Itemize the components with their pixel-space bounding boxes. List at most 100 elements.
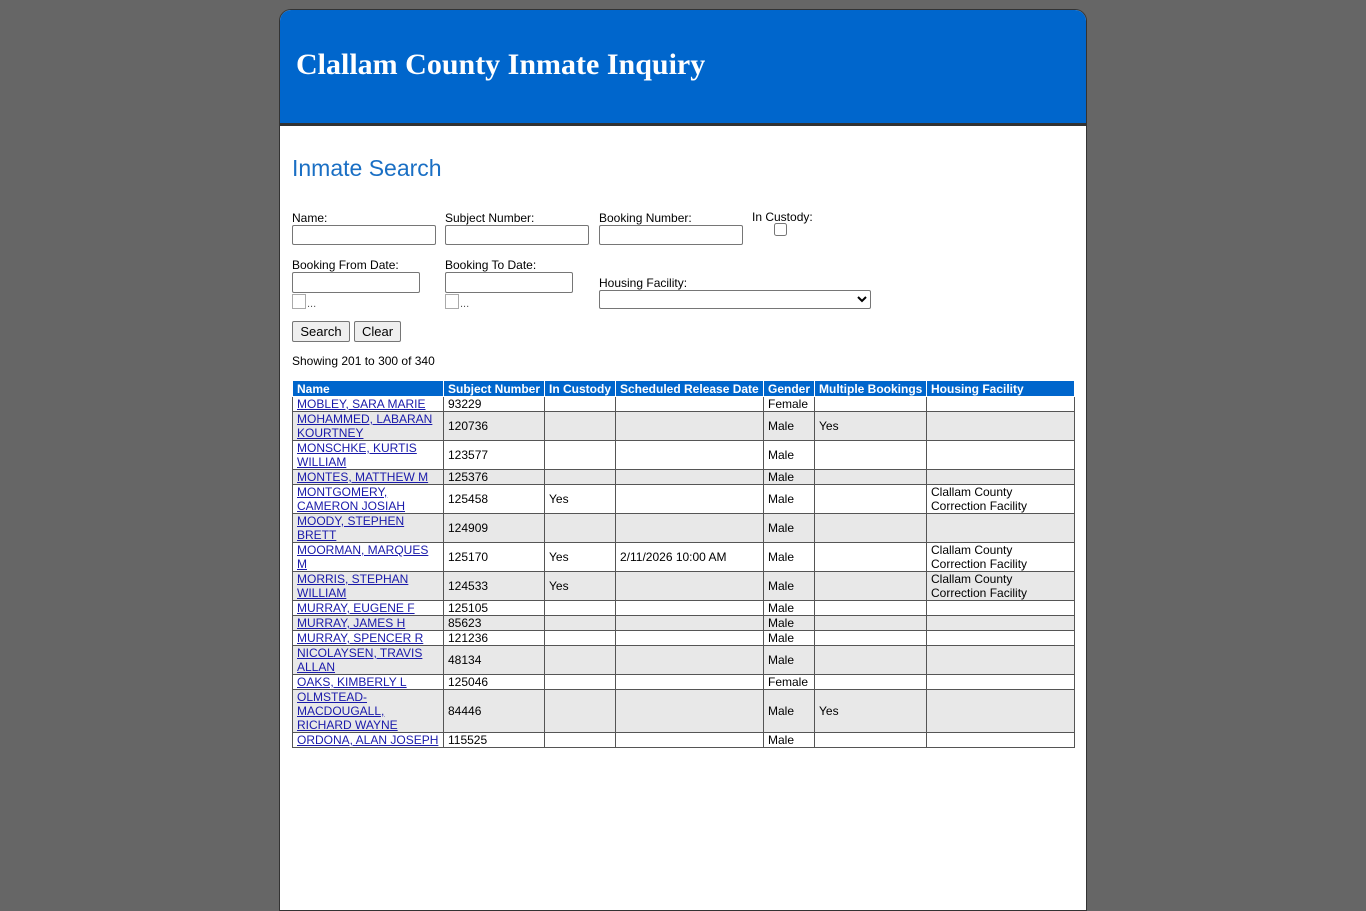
- table-cell: [814, 630, 927, 646]
- table-cell: [814, 396, 927, 412]
- table-cell: [544, 674, 616, 690]
- table-cell: [814, 571, 927, 601]
- table-cell: Yes: [544, 571, 616, 601]
- table-cell: Yes: [814, 411, 927, 441]
- search-heading: Inmate Search: [292, 155, 442, 181]
- label: Housing Facility:: [599, 276, 688, 290]
- table-cell: Male: [763, 630, 815, 646]
- table-cell: Male: [763, 615, 815, 631]
- table-cell: 125046: [443, 674, 545, 690]
- inmate-link[interactable]: MOBLEY, SARA MARIE: [297, 397, 426, 411]
- table-cell: [544, 396, 616, 412]
- table-cell: [926, 732, 1075, 748]
- table-cell: Male: [763, 484, 815, 514]
- table-cell: 123577: [443, 440, 545, 470]
- inmate-link[interactable]: ORDONA, ALAN JOSEPH: [297, 733, 439, 747]
- table-cell: Clallam County Correction Facility: [926, 484, 1075, 514]
- table-cell: [615, 411, 764, 441]
- table-cell: [615, 645, 764, 675]
- table-cell: 2/11/2026 10:00 AM: [615, 542, 764, 572]
- table-cell: [926, 645, 1075, 675]
- body: Clallam County Inmate Inquiry Inmate Sea…: [279, 9, 1087, 911]
- inmate-link[interactable]: MONTES, MATTHEW M: [297, 470, 429, 484]
- table-row: MONTES, MATTHEW M 125376 Male: [292, 469, 1075, 485]
- table-cell: Male: [763, 513, 815, 543]
- table-cell: 125458: [443, 484, 545, 514]
- table-cell: [926, 600, 1075, 616]
- inmate-link[interactable]: MORRIS, STEPHAN WILLIAM: [297, 572, 409, 600]
- table-row: MOHAMMED, LABARAN KOURTNEY 120736 Male Yes: [292, 411, 1075, 441]
- table-cell: Male: [763, 542, 815, 572]
- table-cell: [814, 484, 927, 514]
- table-cell: 85623: [443, 615, 545, 631]
- table-cell: [615, 600, 764, 616]
- table-cell: 121236: [443, 630, 545, 646]
- calendar-icon[interactable]: ...: [292, 294, 316, 310]
- table-cell: Female: [763, 674, 815, 690]
- table-cell: [544, 615, 616, 631]
- container: Clallam County Inmate Inquiry Inmate Sea…: [279, 9, 1087, 911]
- table-cell: [926, 411, 1075, 441]
- table-row: MURRAY, JAMES H 85623 Male: [292, 615, 1075, 631]
- column-header: Scheduled Release Date: [615, 380, 764, 397]
- table-cell: Yes: [814, 689, 927, 733]
- search-button[interactable]: Search: [292, 321, 350, 342]
- inmate-link[interactable]: MOODY, STEPHEN BRETT: [297, 514, 405, 542]
- inmate-link[interactable]: MOHAMMED, LABARAN KOURTNEY: [297, 412, 433, 440]
- inmate-link[interactable]: MONSCHKE, KURTIS WILLIAM: [297, 441, 417, 469]
- label: In Custody:: [752, 210, 813, 224]
- table-cell: Male: [763, 732, 815, 748]
- column-header: Subject Number: [443, 380, 545, 397]
- table-cell: Clallam County Correction Facility: [926, 542, 1075, 572]
- table-row: MOODY, STEPHEN BRETT 124909 Male: [292, 513, 1075, 543]
- to-date-input[interactable]: [445, 272, 573, 293]
- table-cell: [926, 469, 1075, 485]
- from-date-input[interactable]: [292, 272, 420, 293]
- clear-button[interactable]: Clear: [354, 321, 401, 342]
- inmate-link[interactable]: MURRAY, JAMES H: [297, 616, 406, 630]
- inmate-link[interactable]: OLMSTEAD-MACDOUGALL, RICHARD WAYNE: [297, 690, 398, 732]
- table-cell: MONTGOMERY, CAMERON JOSIAH: [292, 484, 444, 514]
- inmate-link[interactable]: MONTGOMERY, CAMERON JOSIAH: [297, 485, 406, 513]
- inmate-link[interactable]: MURRAY, SPENCER R: [297, 631, 424, 645]
- site-title: Clallam County Inmate Inquiry: [296, 48, 706, 81]
- column-header: Name: [292, 380, 444, 397]
- table-cell: [615, 615, 764, 631]
- table-row: MURRAY, EUGENE F 125105 Male: [292, 600, 1075, 616]
- table-cell: [544, 469, 616, 485]
- table-row: MONTGOMERY, CAMERON JOSIAH 125458 Yes Male C…: [292, 484, 1075, 514]
- calendar-icon[interactable]: ...: [445, 294, 469, 310]
- column-header: In Custody: [544, 380, 616, 397]
- table-cell: ORDONA, ALAN JOSEPH: [292, 732, 444, 748]
- table-cell: [926, 396, 1075, 412]
- table-cell: Clallam County Correction Facility: [926, 571, 1075, 601]
- inmate-link[interactable]: OAKS, KIMBERLY L: [297, 675, 407, 689]
- table-cell: [926, 630, 1075, 646]
- table-cell: MONSCHKE, KURTIS WILLIAM: [292, 440, 444, 470]
- table-cell: [615, 469, 764, 485]
- results-summary: Showing 201 to 300 of 340: [292, 354, 435, 368]
- table-cell: [544, 513, 616, 543]
- subject-input[interactable]: [445, 225, 589, 245]
- name-input[interactable]: [292, 225, 436, 245]
- custody-checkbox[interactable]: [774, 223, 787, 236]
- table-cell: 84446: [443, 689, 545, 733]
- label: Subject Number:: [445, 211, 535, 225]
- table-cell: [814, 513, 927, 543]
- housing-select[interactable]: [599, 290, 871, 309]
- booking-input[interactable]: [599, 225, 743, 245]
- inmate-link[interactable]: NICOLAYSEN, TRAVIS ALLAN: [297, 646, 423, 674]
- table-body: MOBLEY, SARA MARIE 93229 Female MOHAMMED, L…: [292, 396, 1075, 748]
- table-cell: 125105: [443, 600, 545, 616]
- table-cell: MOORMAN, MARQUES M: [292, 542, 444, 572]
- table-cell: [544, 600, 616, 616]
- inmate-link[interactable]: MURRAY, EUGENE F: [297, 601, 415, 615]
- table-cell: Yes: [544, 542, 616, 572]
- table-cell: MURRAY, EUGENE F: [292, 600, 444, 616]
- inmate-link[interactable]: MOORMAN, MARQUES M: [297, 543, 429, 571]
- label: Booking From Date:: [292, 258, 399, 272]
- table-cell: [615, 440, 764, 470]
- table-cell: [814, 674, 927, 690]
- table-row: ORDONA, ALAN JOSEPH 115525 Male: [292, 732, 1075, 748]
- table-cell: 125376: [443, 469, 545, 485]
